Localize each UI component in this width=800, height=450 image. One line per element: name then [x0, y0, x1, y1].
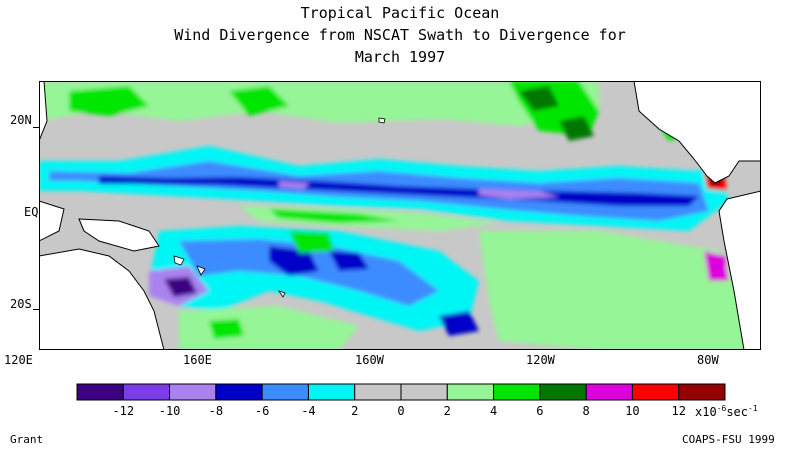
north-positive-field [39, 81, 599, 126]
colorbar-tick-label: 10 [625, 404, 640, 418]
units-base: x10 [695, 405, 717, 419]
lat-label-20n: 20N [10, 113, 32, 127]
colorbar-tick-label: 4 [489, 404, 498, 418]
colorbar-swatch [76, 383, 124, 401]
lon-label-160e: 160E [183, 353, 212, 367]
colorbar-swatch [122, 383, 171, 401]
colorbar-swatch [585, 383, 633, 401]
lat-tick [33, 309, 39, 310]
equatorial-green-strip [269, 209, 399, 223]
lat-label-eq: EQ [24, 205, 39, 219]
colorbar-swatch [493, 383, 541, 401]
colorbar-tick-label: 0 [397, 404, 405, 418]
map-title-line2: Wind Divergence from NSCAT Swath to Dive… [174, 26, 626, 44]
units-exponent-sec: -1 [748, 404, 758, 413]
units-sec: sec [726, 405, 749, 419]
colorbar-swatch [215, 383, 263, 401]
lon-label-160w: 160W [355, 353, 384, 367]
lon-label-120e: 120E [4, 353, 33, 367]
southeast-asia-landmass [39, 81, 65, 242]
footer-credit: COAPS-FSU 1999 [682, 433, 775, 446]
colorbar-swatch [539, 383, 587, 401]
lon-label-80w: 80W [697, 353, 719, 367]
colorbar-swatch [678, 383, 726, 401]
new-guinea-landmass [78, 218, 160, 252]
colorbar-tick-label: 12 [671, 404, 686, 418]
colorbar-tick-label: 2 [351, 404, 359, 418]
colorbar-tick-label: -4 [301, 404, 316, 418]
south-positive-field [179, 231, 761, 350]
lat-tick [33, 127, 39, 128]
itcz-purple-core [279, 181, 559, 199]
colorbar-swatch [261, 383, 309, 401]
units-exponent: -6 [716, 404, 727, 413]
colorbar-swatch [307, 383, 356, 401]
lat-label-20s: 20S [10, 297, 32, 311]
spcz-dark-blue-zone [269, 246, 479, 336]
itcz-dark-blue-band [99, 176, 699, 206]
australia-landmass [39, 248, 165, 350]
colorbar-tick-label: -6 [254, 404, 270, 418]
north-dark-green [519, 86, 594, 141]
colorbar-tick-label: -10 [158, 404, 181, 418]
colorbar-tick-label: 6 [536, 404, 544, 418]
colorbar-swatch [169, 383, 217, 401]
colorbar [76, 383, 726, 401]
map-border [39, 81, 761, 350]
spcz-deep-purple-zone [164, 277, 197, 297]
colorbar-swatch [631, 383, 680, 401]
colorbar-swatch [400, 383, 448, 401]
colorbar-tick-label: -8 [208, 404, 224, 418]
divergence-map [39, 81, 761, 350]
americas-landmass [633, 81, 761, 350]
colorbar-tick-label: 2 [443, 404, 451, 418]
colorbar-swatch [446, 383, 495, 401]
lon-label-120w: 120W [526, 353, 555, 367]
pacific-islands [173, 117, 386, 298]
colorbar-swatch [354, 383, 402, 401]
footer-author: Grant [10, 433, 44, 446]
south-green-spots [209, 231, 334, 339]
colorbar-units: x10-6sec-1 [695, 404, 758, 419]
colorbar-tick-label: -12 [112, 404, 135, 418]
map-title-line1: Tropical Pacific Ocean [300, 4, 500, 22]
map-title-line3: March 1997 [354, 48, 446, 66]
colorbar-tick-label: 8 [582, 404, 590, 418]
